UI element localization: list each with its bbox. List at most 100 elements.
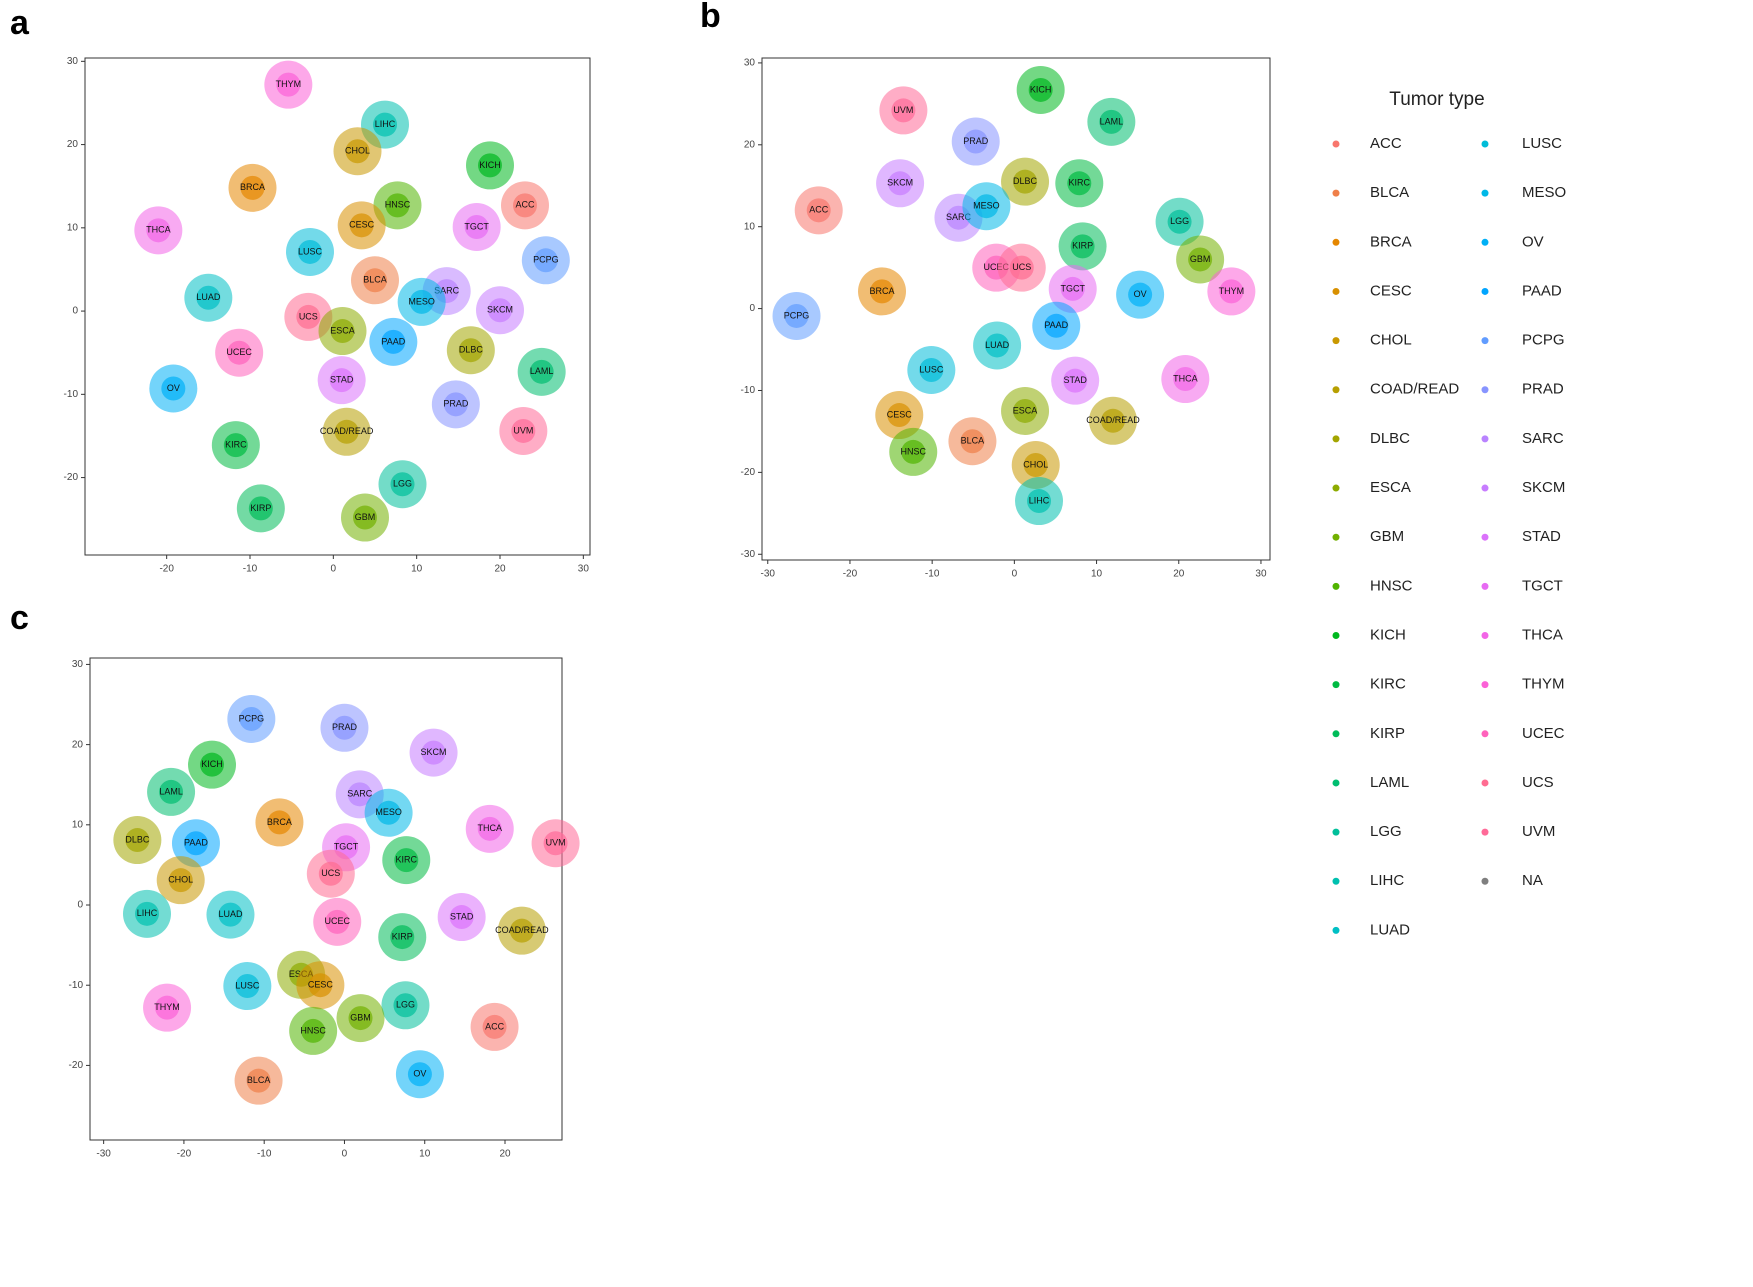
cluster-core	[985, 333, 1010, 358]
y-tick-label: 10	[67, 222, 79, 233]
panel-letter: a	[10, 4, 30, 42]
legend-label: HNSC	[1370, 577, 1413, 594]
cluster-core	[513, 193, 537, 218]
cluster-core	[239, 706, 264, 731]
cluster-label: SKCM	[487, 305, 513, 315]
cluster-label: SKCM	[421, 747, 447, 757]
cluster-core	[223, 433, 248, 458]
cluster-core	[318, 861, 343, 886]
y-tick-label: -10	[64, 389, 79, 400]
legend-swatch	[1481, 238, 1489, 246]
cluster-core	[363, 268, 387, 293]
x-tick-label: -10	[257, 1149, 272, 1160]
cluster-label: LIHC	[375, 119, 396, 129]
legend-label: SARC	[1522, 430, 1564, 447]
cluster-label: ACC	[809, 205, 829, 215]
cluster-core	[296, 304, 321, 329]
legend-label: CHOL	[1370, 332, 1412, 349]
cluster-core	[196, 285, 221, 310]
cluster-label: PRAD	[332, 722, 358, 732]
legend-label: KIRP	[1370, 725, 1405, 742]
legend-swatch	[1481, 877, 1489, 885]
cluster-core	[240, 175, 265, 200]
cluster-label: THYM	[1219, 286, 1245, 296]
y-tick-label: 10	[744, 221, 756, 232]
cluster-core	[1009, 255, 1034, 280]
cluster-label: DLBC	[459, 345, 484, 355]
legend-label: GBM	[1370, 528, 1404, 545]
cluster-label: UVM	[513, 425, 533, 435]
cluster-core	[334, 419, 359, 444]
cluster-core	[464, 214, 489, 239]
cluster-label: THCA	[478, 823, 503, 833]
panel-letter: b	[700, 0, 721, 35]
cluster-label: COAD/READ	[320, 426, 374, 436]
cluster-label: LAML	[159, 786, 183, 796]
legend-label: THYM	[1522, 676, 1565, 693]
legend-label: LIHC	[1370, 872, 1404, 889]
cluster-label: BRCA	[240, 182, 265, 192]
cluster-core	[421, 740, 446, 765]
y-tick-label: 30	[72, 659, 84, 670]
cluster-core	[276, 72, 301, 97]
cluster-core	[200, 752, 225, 777]
cluster-core	[511, 418, 536, 443]
x-tick-label: 20	[494, 564, 506, 575]
cluster-core	[1070, 234, 1095, 259]
cluster-label: MESO	[973, 201, 1000, 211]
cluster-core	[1044, 313, 1069, 338]
legend-swatch	[1332, 877, 1340, 885]
y-tick-label: 20	[744, 139, 756, 150]
y-tick-label: -20	[69, 1060, 84, 1071]
cluster-label: BLCA	[363, 275, 387, 285]
cluster-label: BLCA	[247, 1075, 271, 1085]
cluster-label: ACC	[515, 200, 535, 210]
cluster-core	[301, 1018, 326, 1043]
cluster-label: LIHC	[137, 908, 158, 918]
cluster-core	[1013, 169, 1038, 194]
cluster-core	[347, 782, 372, 807]
legend-swatch	[1332, 926, 1340, 934]
legend-label: BLCA	[1370, 184, 1409, 201]
panel: c -30 -20 -10 0 10 20 -20 -10 0 10 20 30 PCPG PRAD KICH…	[10, 599, 580, 1160]
cluster-label: UCS	[299, 311, 318, 321]
y-tick-label: -10	[69, 980, 84, 991]
cluster-core	[1013, 398, 1038, 423]
cluster-core	[1100, 408, 1125, 433]
legend-label: SKCM	[1522, 479, 1565, 496]
legend-swatch	[1481, 582, 1489, 590]
legend-swatch	[1332, 533, 1340, 541]
cluster-core	[963, 129, 988, 154]
cluster-label: COAD/READ	[495, 925, 549, 935]
cluster-label: CHOL	[168, 875, 193, 885]
legend-label: OV	[1522, 233, 1544, 250]
legend-label: LUSC	[1522, 135, 1562, 152]
cluster-core	[134, 901, 159, 926]
cluster-core	[1219, 279, 1244, 304]
cluster-label: UCEC	[226, 347, 252, 357]
cluster-core	[390, 472, 415, 497]
cluster-label: LUAD	[218, 909, 243, 919]
cluster-label: TGCT	[334, 842, 359, 852]
legend-label: PRAD	[1522, 381, 1564, 398]
cluster-core	[246, 1068, 271, 1093]
legend-swatch	[1332, 287, 1340, 295]
cluster-label: ACC	[485, 1021, 505, 1031]
cluster-label: KICH	[201, 759, 223, 769]
cluster-core	[1128, 282, 1153, 307]
cluster-label: GBM	[350, 1012, 371, 1022]
cluster-label: LUAD	[985, 340, 1010, 350]
cluster-label: OV	[167, 383, 180, 393]
legend-label: PCPG	[1522, 332, 1565, 349]
legend-swatch	[1481, 484, 1489, 492]
cluster-label: PCPG	[239, 713, 265, 723]
cluster-core	[407, 1062, 432, 1087]
cluster-core	[168, 868, 193, 893]
cluster-label: STAD	[1064, 375, 1088, 385]
legend-label: DLBC	[1370, 430, 1410, 447]
cluster-core	[161, 376, 186, 401]
cluster-label: UCEC	[984, 262, 1010, 272]
cluster-core	[1027, 489, 1052, 514]
cluster-label: UCS	[1012, 262, 1031, 272]
cluster-label: KIRP	[1072, 241, 1093, 251]
